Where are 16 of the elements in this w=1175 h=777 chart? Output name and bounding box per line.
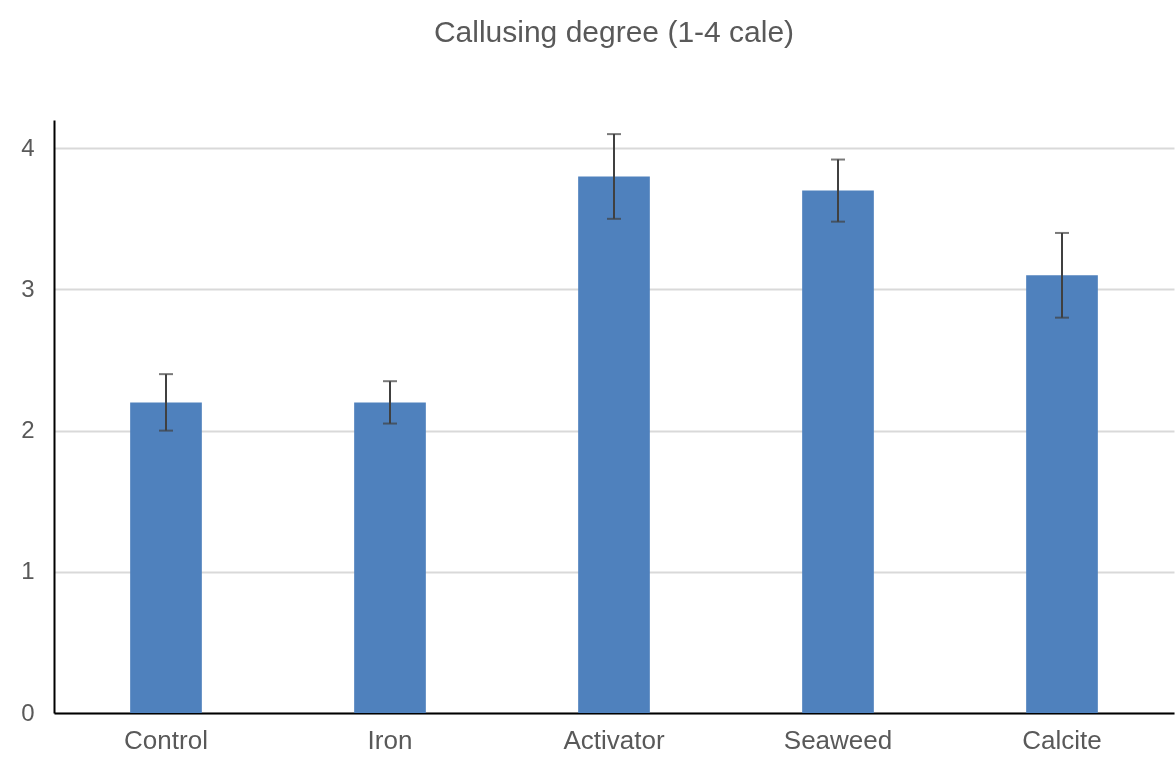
x-tick-label: Activator bbox=[563, 724, 665, 755]
bar bbox=[1026, 275, 1098, 713]
x-tick-label: Iron bbox=[367, 724, 413, 755]
y-tick-label: 1 bbox=[21, 557, 35, 585]
bar bbox=[354, 402, 426, 713]
y-tick-label: 3 bbox=[21, 274, 35, 302]
x-tick-label: Calcite bbox=[1022, 724, 1102, 755]
y-tick-label: 2 bbox=[21, 416, 35, 444]
y-tick-label: 4 bbox=[21, 133, 35, 161]
chart-title: Callusing degree (1-4 cale) bbox=[433, 15, 795, 48]
bar bbox=[130, 402, 202, 713]
bar bbox=[802, 190, 874, 713]
bar bbox=[578, 176, 650, 713]
y-tick-label: 0 bbox=[21, 698, 35, 726]
x-tick-label: Control bbox=[124, 724, 208, 755]
x-tick-label: Seaweed bbox=[783, 724, 893, 755]
